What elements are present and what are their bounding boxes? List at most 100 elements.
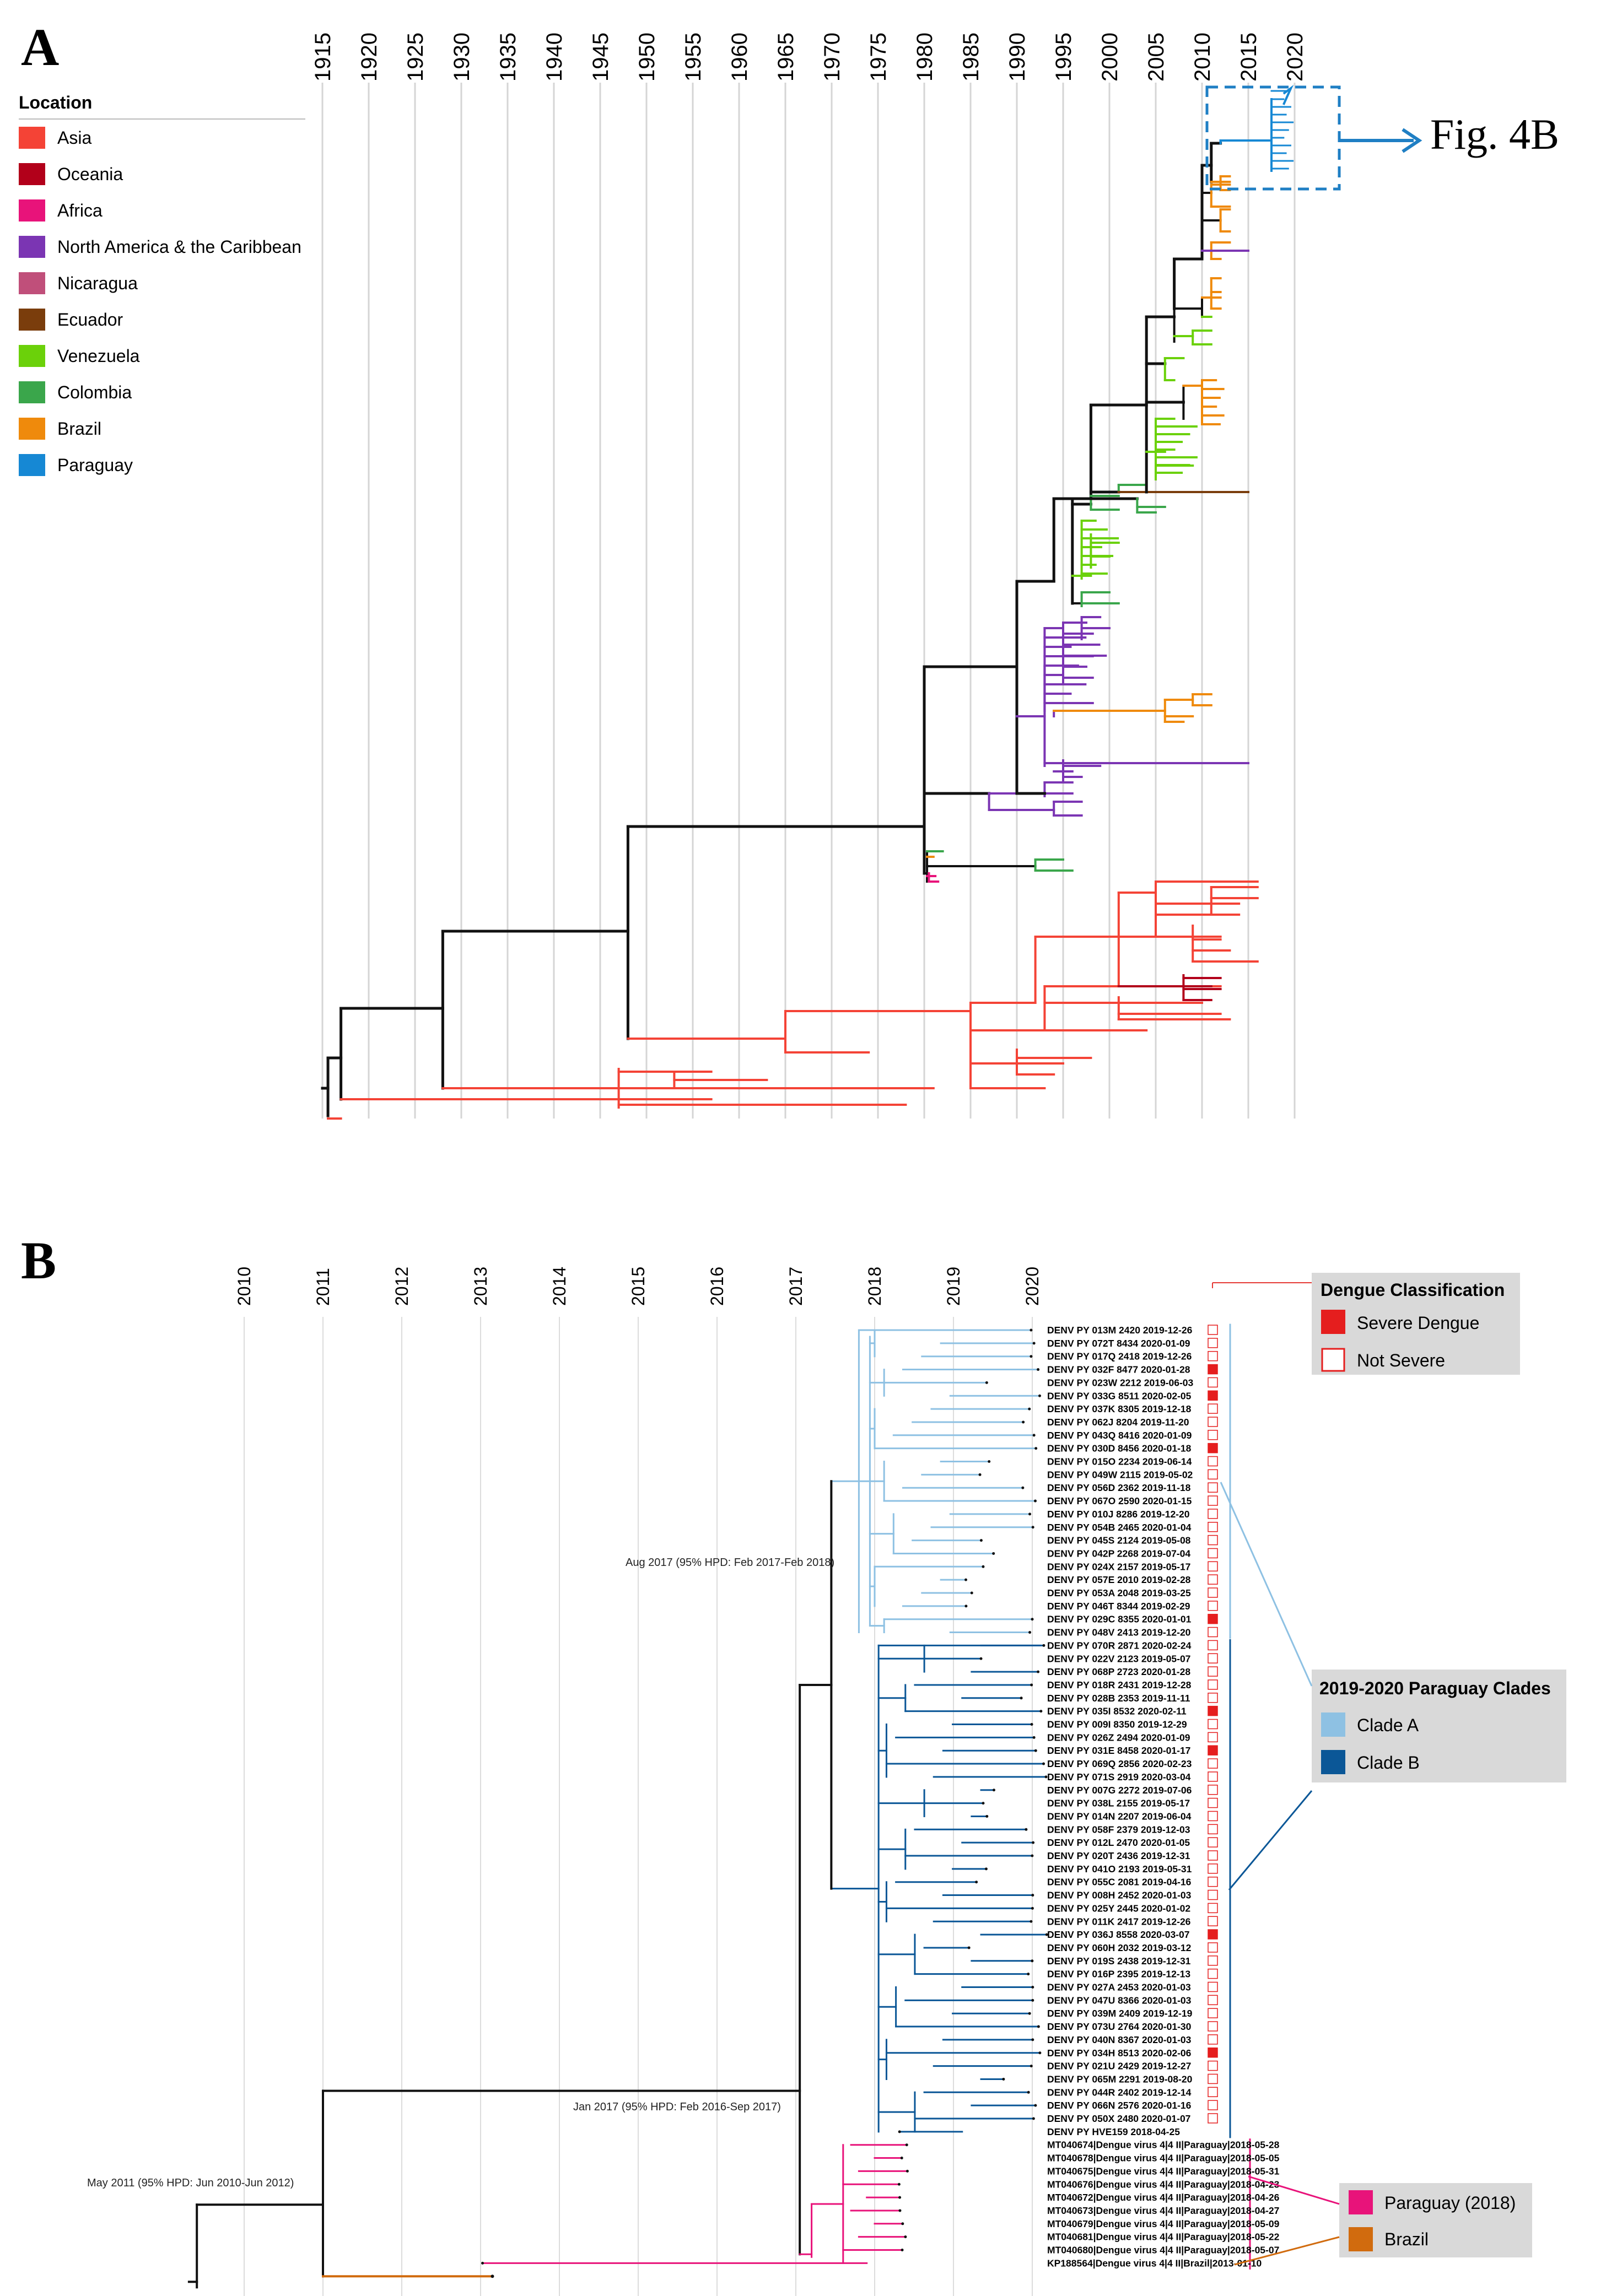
tip-dot	[985, 1381, 988, 1384]
tip-dot	[1031, 2038, 1034, 2041]
not-severe-box	[1208, 1719, 1218, 1730]
year-tick-1970: 1970	[820, 33, 844, 82]
clade-a-swatch	[1321, 1712, 1345, 1737]
tip-dot	[982, 1802, 985, 1805]
not-severe-box	[1208, 1785, 1218, 1795]
year-tick-1940: 1940	[542, 33, 567, 82]
tip-dot	[1032, 1342, 1036, 1345]
tip-dot	[992, 1552, 995, 1555]
tip-label: DENV PY 042P 2268 2019-07-04	[1047, 1548, 1190, 1559]
year-tick-b-2020: 2020	[1022, 1267, 1042, 1306]
tip-label: DENV PY 047U 8366 2020-01-03	[1047, 1995, 1192, 2006]
not-severe-box	[1208, 1456, 1218, 1467]
tip-dot	[1030, 1355, 1033, 1358]
legend-swatch	[19, 309, 45, 331]
year-tick-2020: 2020	[1283, 33, 1307, 82]
tip-label: DENV PY 057E 2010 2019-02-28	[1047, 1574, 1191, 1585]
tip-dot	[1031, 1894, 1034, 1897]
not-severe-box	[1208, 1797, 1218, 1808]
year-tick-1950: 1950	[635, 33, 659, 82]
tip-dot	[1027, 1973, 1030, 1976]
tip-dot	[1031, 1998, 1034, 2002]
legend-swatch	[19, 345, 45, 367]
tip-label: DENV PY 033G 8511 2020-02-05	[1047, 1390, 1192, 1401]
not-severe-box	[1208, 1942, 1218, 1953]
year-tick-1995: 1995	[1052, 33, 1076, 82]
tip-dot	[906, 2169, 909, 2173]
severe-box	[1208, 1443, 1218, 1454]
tip-dot	[1034, 2104, 1037, 2107]
year-tick-1930: 1930	[450, 33, 474, 82]
tip-label: DENV PY 007G 2272 2019-07-06	[1047, 1785, 1192, 1796]
year-tick-b-2011: 2011	[313, 1268, 333, 1306]
tree-branches-b	[187, 1323, 1251, 2289]
legend-item-north-america-the-caribbean: North America & the Caribbean	[19, 236, 301, 258]
tip-dot	[898, 2196, 902, 2199]
tip-label: MT040680|Dengue virus 4|4 II|Paraguay|20…	[1047, 2245, 1279, 2256]
tip-dot	[1042, 1762, 1045, 1765]
legend-item-nicaragua: Nicaragua	[19, 272, 138, 294]
panel-b-letter: B	[21, 1231, 57, 1290]
tip-dot	[992, 1789, 995, 1792]
not-severe-box	[1208, 2034, 1218, 2045]
tip-dot	[985, 1814, 989, 1818]
not-severe-box	[1208, 1968, 1218, 1979]
brazil-swatch	[1349, 2227, 1373, 2251]
not-severe-box	[1208, 1548, 1218, 1559]
tip-label: DENV PY 032F 8477 2020-01-28	[1047, 1364, 1190, 1375]
tip-label: DENV PY 045S 2124 2019-05-08	[1047, 1535, 1191, 1546]
legend-item-paraguay: Paraguay	[19, 454, 133, 476]
not-severe-box	[1208, 1587, 1218, 1598]
year-axis-b: 2010 2011 2012 2013 2014 2015 2016 2017 2018 2019…	[234, 1267, 1042, 1306]
tip-label: MT040678|Dengue virus 4|4 II|Paraguay|20…	[1047, 2153, 1280, 2164]
paraguay-collapse-marker	[1282, 84, 1294, 105]
not-severe-box	[1208, 1350, 1218, 1362]
tip-dot	[897, 2182, 901, 2186]
tip-dot	[1034, 1749, 1037, 1752]
tip-label: DENV PY 039M 2409 2019-12-19	[1047, 2008, 1193, 2019]
not-severe-box	[1208, 1758, 1218, 1769]
not-severe-box	[1208, 2021, 1218, 2032]
legend-label: Africa	[57, 200, 103, 220]
tip-label: DENV PY 062J 8204 2019-11-20	[1047, 1417, 1189, 1428]
tip-label: MT040676|Dengue virus 4|4 II|Paraguay|20…	[1047, 2179, 1280, 2190]
legend-label: Asia	[57, 127, 92, 148]
legend-swatch	[19, 272, 45, 294]
tip-label: DENV PY 060H 2032 2019-03-12	[1047, 1942, 1192, 1953]
legend-label: Venezuela	[57, 345, 140, 366]
not-severe-box	[1208, 1338, 1218, 1348]
tip-dot	[1032, 2117, 1035, 2120]
tip-label: DENV PY 016P 2395 2019-12-13	[1047, 1969, 1190, 1980]
legend-label: Nicaragua	[57, 273, 138, 293]
not-severe-box	[1208, 1837, 1218, 1847]
connector-brazil	[1234, 2236, 1340, 2266]
not-severe-box	[1208, 1693, 1218, 1703]
year-tick-1965: 1965	[774, 33, 798, 82]
legend-item-brazil: Brazil	[19, 418, 101, 440]
classification-legend-title: Dengue Classification	[1321, 1280, 1505, 1300]
tip-label: DENV PY 028B 2353 2019-11-11	[1047, 1693, 1190, 1704]
not-severe-box	[1208, 1469, 1218, 1480]
tip-label: DENV PY HVE159 2018-04-25	[1047, 2126, 1180, 2137]
not-severe-box	[1208, 1522, 1218, 1532]
brazil-label: Brazil	[1384, 2229, 1429, 2249]
year-tick-b-2017: 2017	[786, 1267, 806, 1306]
not-severe-box	[1208, 1771, 1218, 1782]
tip-labels-b: DENV PY 013M 2420 2019-12-26 DENV PY 072T…	[1047, 1325, 1280, 2268]
tip-dot	[1030, 1328, 1033, 1332]
tip-label: DENV PY 023W 2212 2019-06-03	[1047, 1377, 1194, 1388]
tip-dot	[1030, 1723, 1033, 1726]
tip-dot	[905, 2143, 908, 2147]
tip-dot	[1039, 1710, 1043, 1713]
tip-dot	[1030, 1683, 1033, 1687]
tip-dot	[481, 2261, 484, 2265]
not-severe-box	[1208, 1811, 1218, 1822]
tip-label: DENV PY 021U 2429 2019-12-27	[1047, 2061, 1191, 2072]
tip-dot	[979, 1657, 983, 1660]
tip-dot	[1028, 1407, 1031, 1411]
tip-dot	[1031, 1959, 1034, 1963]
connector-clade-a	[1220, 1482, 1313, 1687]
tip-dot	[898, 2209, 902, 2212]
tip-label: DENV PY 053A 2048 2019-03-25	[1047, 1587, 1191, 1598]
clade-legend-title: 2019-2020 Paraguay Clades	[1319, 1678, 1551, 1698]
